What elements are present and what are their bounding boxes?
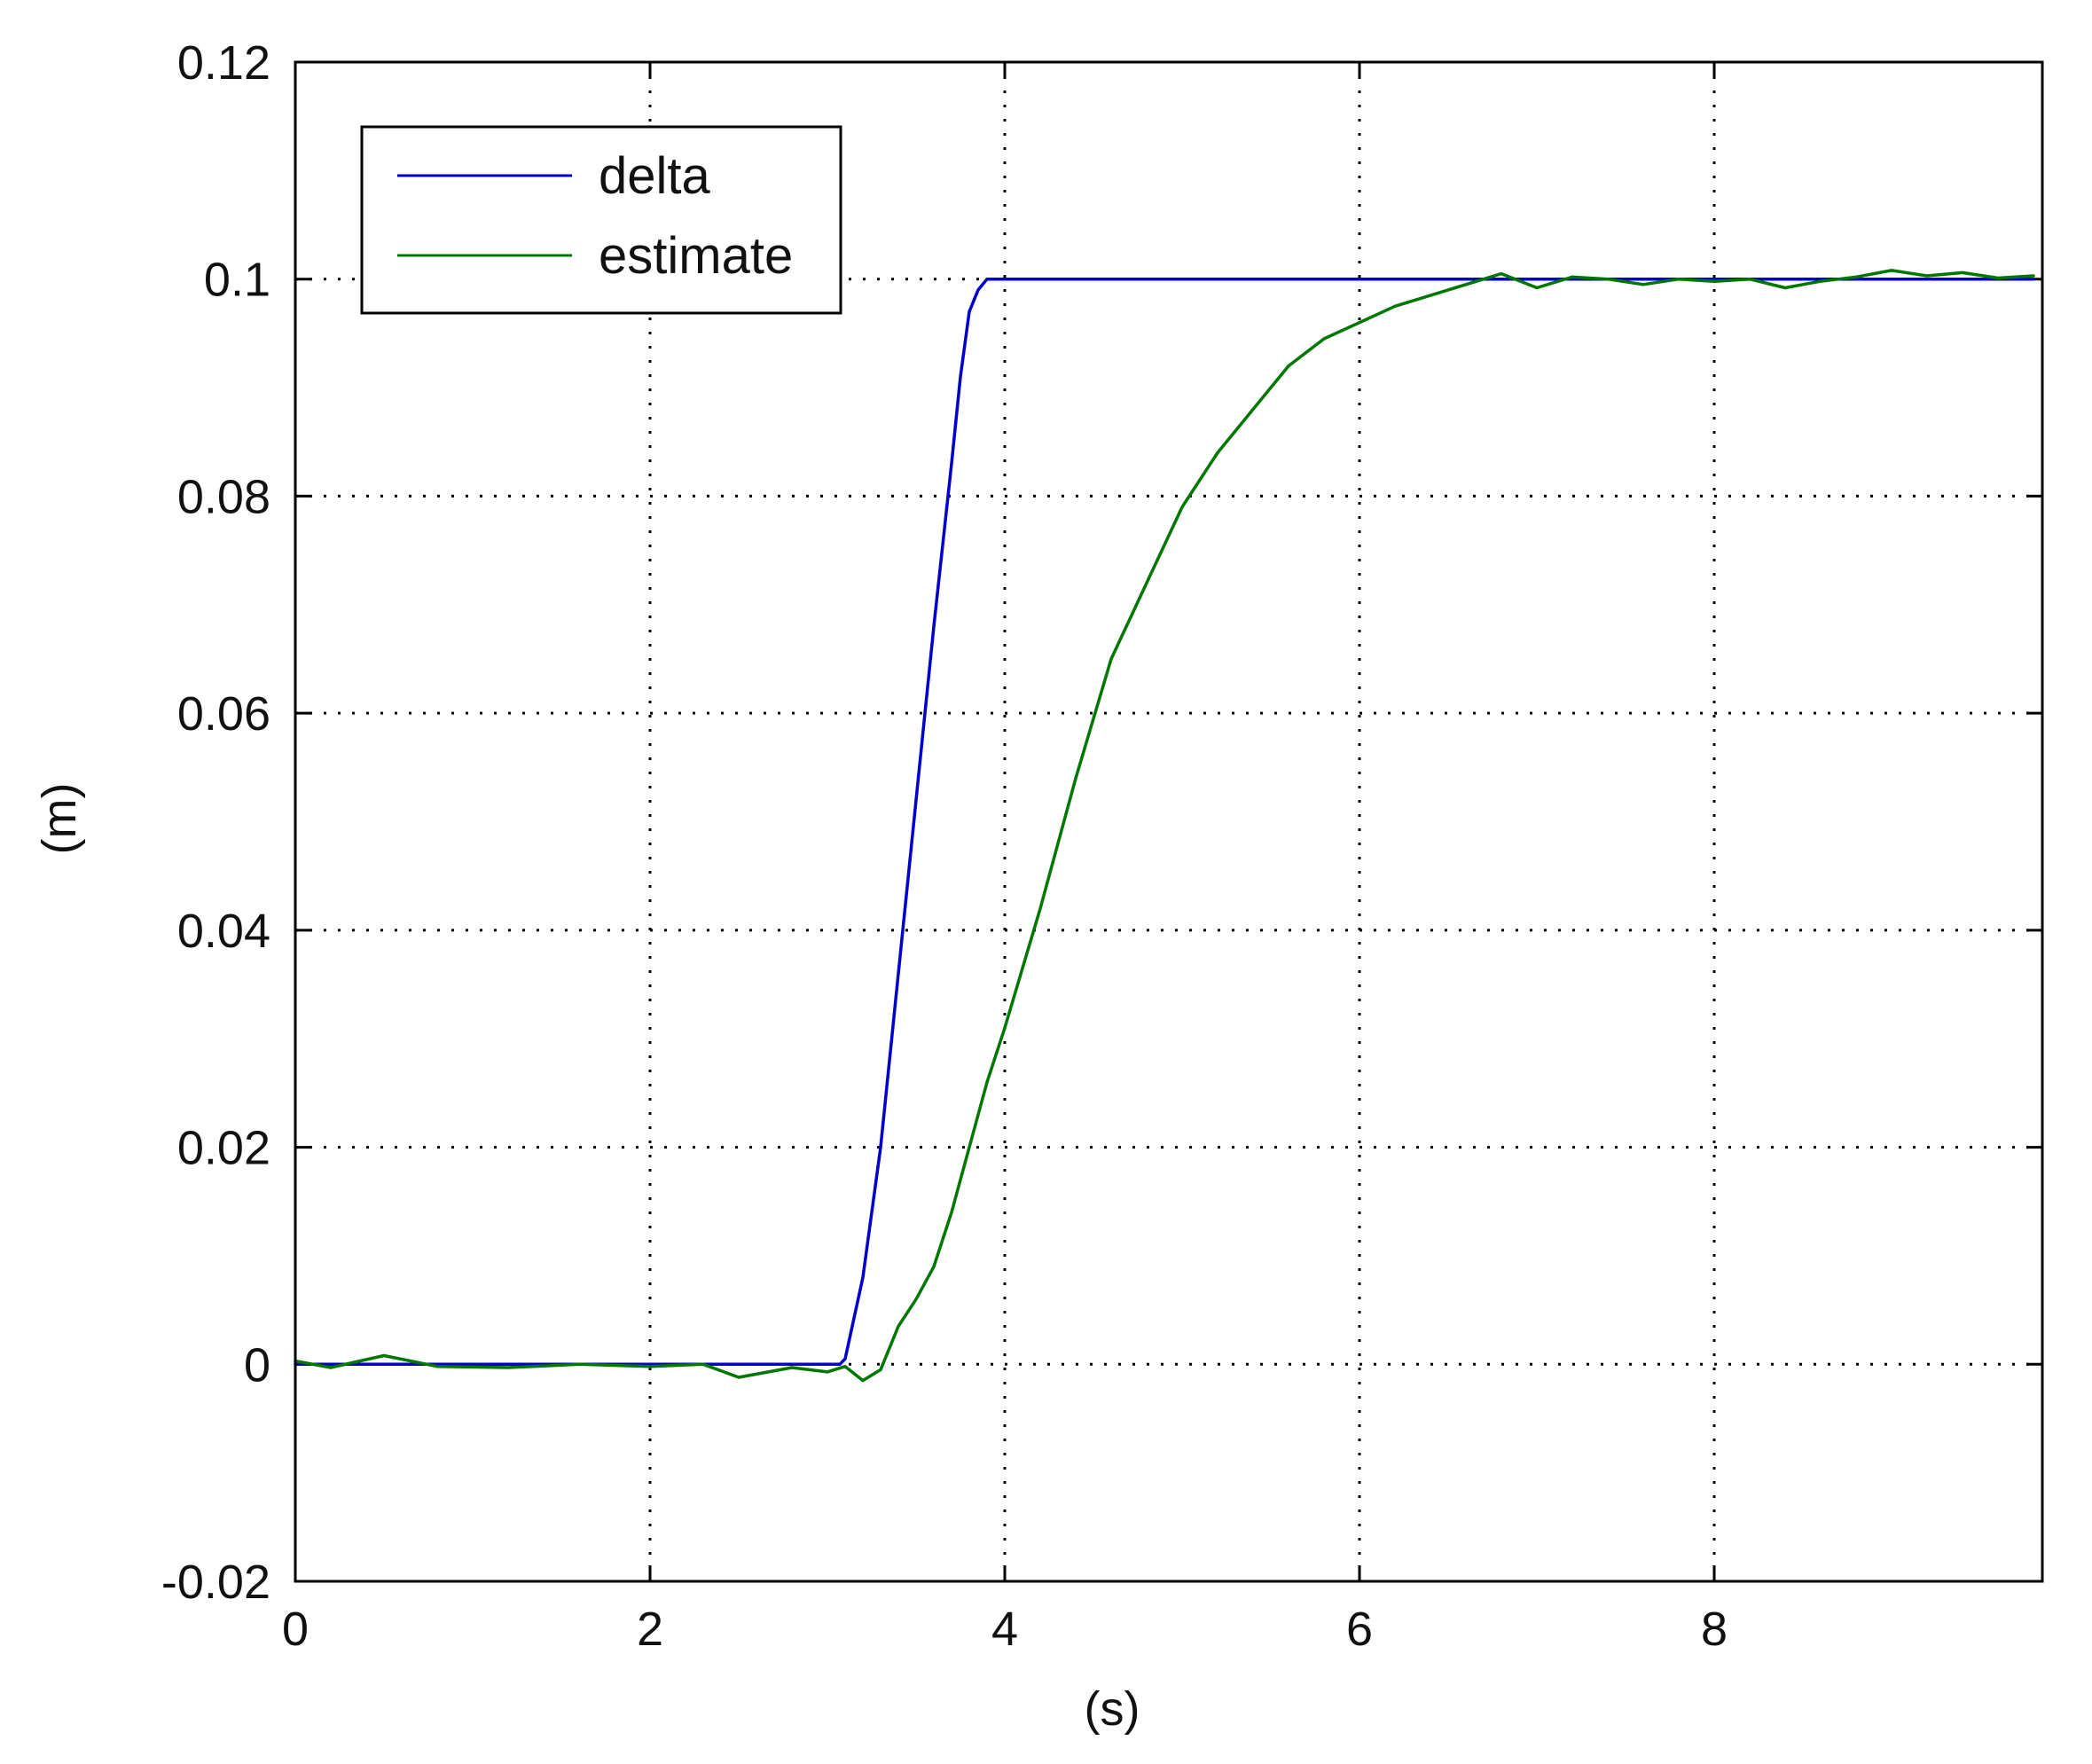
x-tick-label: 0 bbox=[282, 1603, 309, 1656]
y-tick-label: 0 bbox=[244, 1338, 270, 1392]
plot-frame bbox=[294, 60, 2044, 1583]
legend-label-estimate: estimate bbox=[599, 227, 793, 285]
x-tick-label: 2 bbox=[637, 1603, 663, 1656]
legend: delta estimate bbox=[360, 125, 842, 315]
series-line-delta bbox=[294, 277, 2035, 1367]
x-tick-labels: 0 2 4 6 8 bbox=[282, 1603, 1728, 1656]
y-tick-labels: -0.02 0 0.02 0.04 0.06 0.08 0.1 0.12 bbox=[161, 36, 270, 1609]
x-tick-label: 4 bbox=[991, 1603, 1018, 1656]
x-tick-label: 8 bbox=[1701, 1603, 1728, 1656]
x-tick-label: 6 bbox=[1346, 1603, 1373, 1656]
legend-box bbox=[360, 125, 842, 315]
y-tick-label: -0.02 bbox=[161, 1556, 270, 1609]
y-tick-label: 0.04 bbox=[177, 905, 270, 958]
y-axis-label: (m) bbox=[33, 783, 86, 855]
y-tick-label: 0.1 bbox=[204, 254, 270, 307]
y-tick-label: 0.02 bbox=[177, 1122, 270, 1175]
y-tick-label: 0.08 bbox=[177, 470, 270, 523]
series-line-estimate bbox=[294, 269, 2035, 1383]
y-tick-label: 0.12 bbox=[177, 36, 270, 90]
x-axis-label: (s) bbox=[1085, 1682, 1140, 1736]
y-tick-label: 0.06 bbox=[177, 687, 270, 741]
plot-series bbox=[294, 269, 2035, 1383]
legend-label-delta: delta bbox=[599, 147, 711, 205]
